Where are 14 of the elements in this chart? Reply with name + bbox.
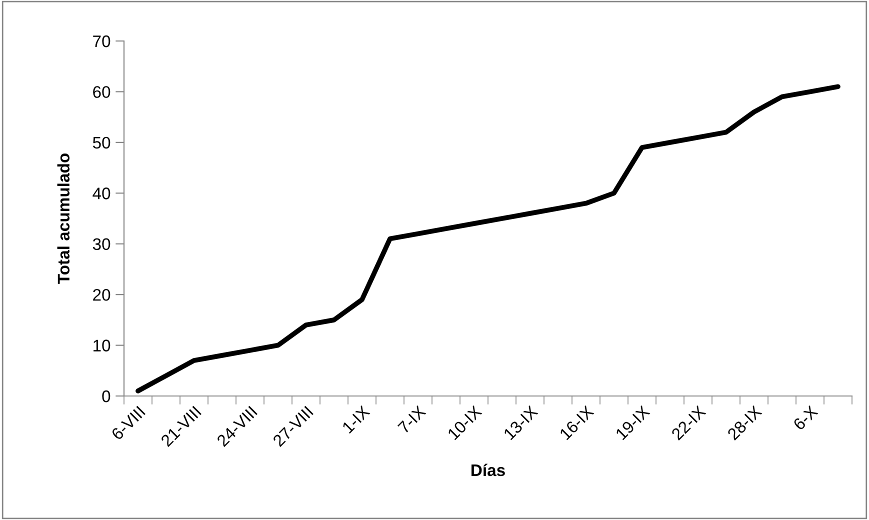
y-tick-label: 10: [94, 340, 110, 352]
x-axis-title: Días: [472, 464, 505, 476]
x-tick-label: 7-IX: [397, 405, 426, 434]
y-tick-label: 30: [92, 238, 110, 250]
y-tick-label: 50: [92, 136, 110, 149]
y-tick-label: 70: [93, 35, 110, 48]
line-series: [136, 84, 840, 394]
x-tick-label: 1-IX: [342, 405, 370, 434]
x-tick-label: 6-X: [792, 404, 818, 431]
y-tick-label: 20: [93, 288, 110, 301]
y-tick-label: 40: [92, 188, 110, 200]
y-axis-title: Total acumulado: [57, 154, 70, 284]
y-tick-label: 0: [102, 390, 110, 402]
y-tick-label: 60: [93, 86, 110, 98]
